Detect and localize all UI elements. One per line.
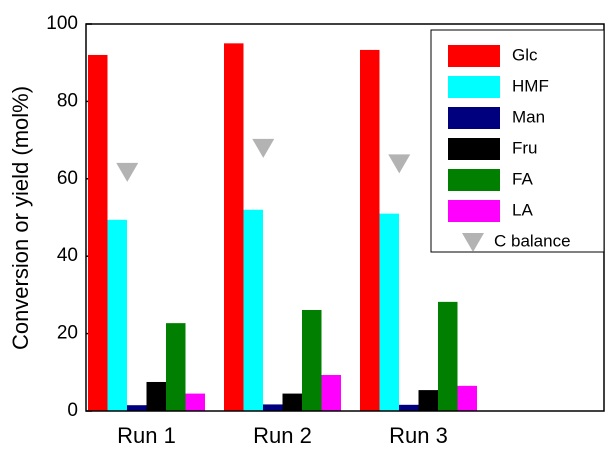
legend-label: Man (512, 107, 545, 126)
bar (399, 404, 419, 411)
y-tick-label: 0 (67, 400, 78, 421)
bar (379, 213, 399, 411)
bar (360, 49, 380, 411)
bar (107, 219, 127, 411)
bar (88, 54, 108, 412)
y-axis-label: Conversion or yield (mol%) (8, 86, 33, 350)
bar (243, 209, 263, 411)
y-tick-label: 20 (57, 323, 78, 344)
x-tick-label: Run 3 (389, 423, 448, 448)
y-tick-label: 40 (57, 245, 78, 266)
bar (282, 393, 302, 411)
x-tick-label: Run 1 (117, 423, 176, 448)
legend-label: C balance (494, 231, 571, 250)
bar (457, 385, 477, 411)
legend-label: Glc (512, 45, 538, 64)
c-balance-marker (252, 138, 275, 158)
bar (166, 323, 186, 411)
legend-label: LA (512, 200, 533, 219)
legend-label: HMF (512, 76, 549, 95)
bar (321, 375, 341, 411)
legend-swatch (448, 169, 500, 191)
legend-swatch (448, 76, 500, 98)
bar (127, 405, 147, 411)
bar (263, 404, 283, 411)
bar (185, 393, 205, 411)
legend-label: FA (512, 169, 533, 188)
x-tick-label: Run 2 (253, 423, 312, 448)
bar (438, 301, 458, 411)
legend-swatch (448, 138, 500, 160)
y-tick-label: 100 (46, 13, 78, 34)
bar (302, 309, 322, 411)
y-tick-label: 80 (57, 90, 78, 111)
legend-swatch (448, 200, 500, 222)
legend-swatch (448, 107, 500, 129)
bar (146, 381, 166, 411)
legend-label: Fru (512, 138, 538, 157)
c-balance-marker (116, 162, 139, 182)
legend-swatch (448, 45, 500, 67)
c-balance-marker (388, 154, 411, 174)
y-tick-label: 60 (57, 168, 78, 189)
legend-marker (462, 233, 484, 252)
bar (418, 390, 438, 411)
bar (224, 43, 244, 411)
